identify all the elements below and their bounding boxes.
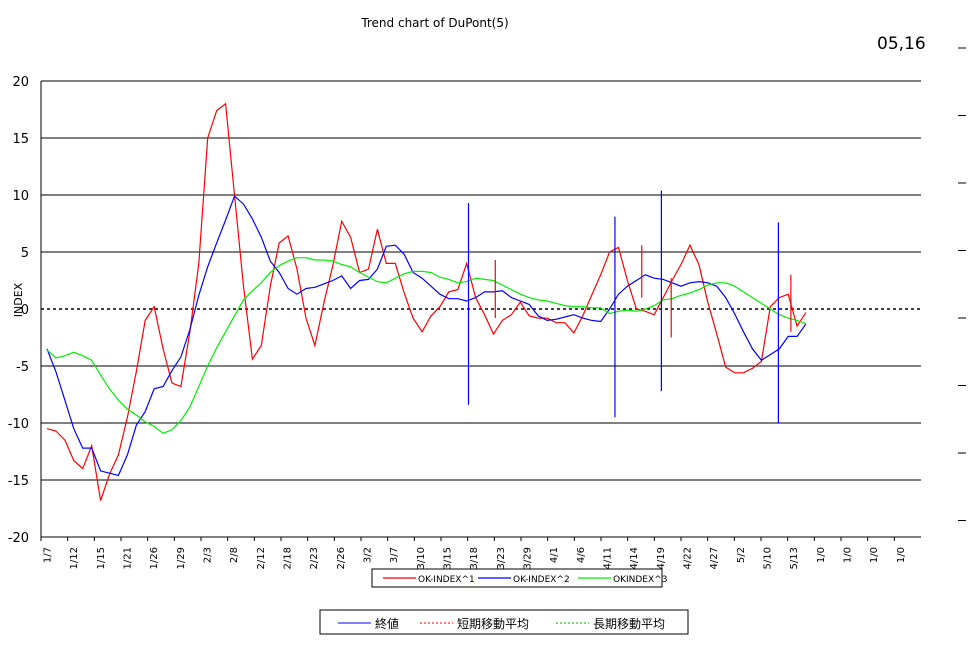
legend-bottom: 終値 短期移動平均 長期移動平均 <box>319 609 689 635</box>
x-tick-label: 2/8 <box>229 547 240 563</box>
y-tick-label: -20 <box>8 531 29 546</box>
x-tick-label: 4/14 <box>629 547 640 569</box>
x-tick-label: 5/2 <box>736 547 747 563</box>
y-tick-label: 5 <box>21 246 29 261</box>
x-tick-label: 4/22 <box>683 547 694 569</box>
x-tick-label: 1/0 <box>869 547 880 563</box>
legend-top-box <box>371 568 663 588</box>
y-tick-label: 20 <box>12 75 29 90</box>
x-tick-label: 4/11 <box>603 547 614 569</box>
x-tick-label: 4/27 <box>709 547 720 569</box>
x-tick-label: 1/29 <box>176 547 187 569</box>
series-line-1 <box>46 102 807 501</box>
y-tick-label: 10 <box>12 189 29 204</box>
legend-bottom-box <box>319 609 689 635</box>
x-tick-label: 1/0 <box>816 547 827 563</box>
legend-top-label: OKINDEX^3 <box>613 575 667 585</box>
x-tick-label: 5/10 <box>763 547 774 569</box>
x-tick-label: 5/13 <box>789 547 800 569</box>
x-tick-label: 3/18 <box>469 547 480 569</box>
y-tick-label: -15 <box>8 474 29 489</box>
legend-bottom-label: 長期移動平均 <box>593 617 665 631</box>
x-tick-label: 4/1 <box>549 547 560 563</box>
y-tick-label: -5 <box>16 360 29 375</box>
legend-top-label: OK-INDEX^1 <box>418 575 475 585</box>
x-tick-label: 1/26 <box>149 547 160 569</box>
x-tick-label: 1/15 <box>96 547 107 569</box>
series-line-2 <box>46 195 807 477</box>
x-tick-label: 4/6 <box>576 547 587 563</box>
legend-bottom-label: 終値 <box>375 616 399 631</box>
legend-top: OK-INDEX^1 OK-INDEX^2 OKINDEX^3 <box>371 568 667 588</box>
x-tick-label: 4/19 <box>656 547 667 569</box>
legend-bottom-label: 短期移動平均 <box>457 617 529 631</box>
x-tick-label: 3/7 <box>389 547 400 563</box>
x-tick-label: 2/18 <box>283 547 294 569</box>
x-tick-label: 2/26 <box>336 547 347 569</box>
x-tick-label: 1/12 <box>69 547 80 569</box>
x-tick-label: 1/21 <box>123 547 134 569</box>
x-tick-label: 3/15 <box>443 547 454 569</box>
x-tick-label: 1/0 <box>896 547 907 563</box>
x-tick-label: 1/7 <box>43 547 54 563</box>
x-tick-label: 2/3 <box>203 547 214 563</box>
x-tick-label: 3/2 <box>363 547 374 563</box>
legend-top-label: OK-INDEX^2 <box>513 575 570 585</box>
y-tick-label: -10 <box>8 417 29 432</box>
x-tick-label: 3/29 <box>523 547 534 569</box>
chart-title: Trend chart of DuPont(5) <box>361 16 509 30</box>
x-tick-label: 1/0 <box>843 547 854 563</box>
series-line-3 <box>46 257 807 434</box>
x-tick-label: 3/10 <box>416 547 427 569</box>
y-tick-label: 15 <box>12 132 29 147</box>
y-tick-label: 0 <box>21 303 29 318</box>
x-tick-label: 2/12 <box>256 547 267 569</box>
x-tick-label: 3/23 <box>496 547 507 569</box>
y-axis-label: INDEX <box>12 282 25 317</box>
x-tick-label: 2/23 <box>309 547 320 569</box>
corner-label: 05,16 <box>877 34 926 54</box>
